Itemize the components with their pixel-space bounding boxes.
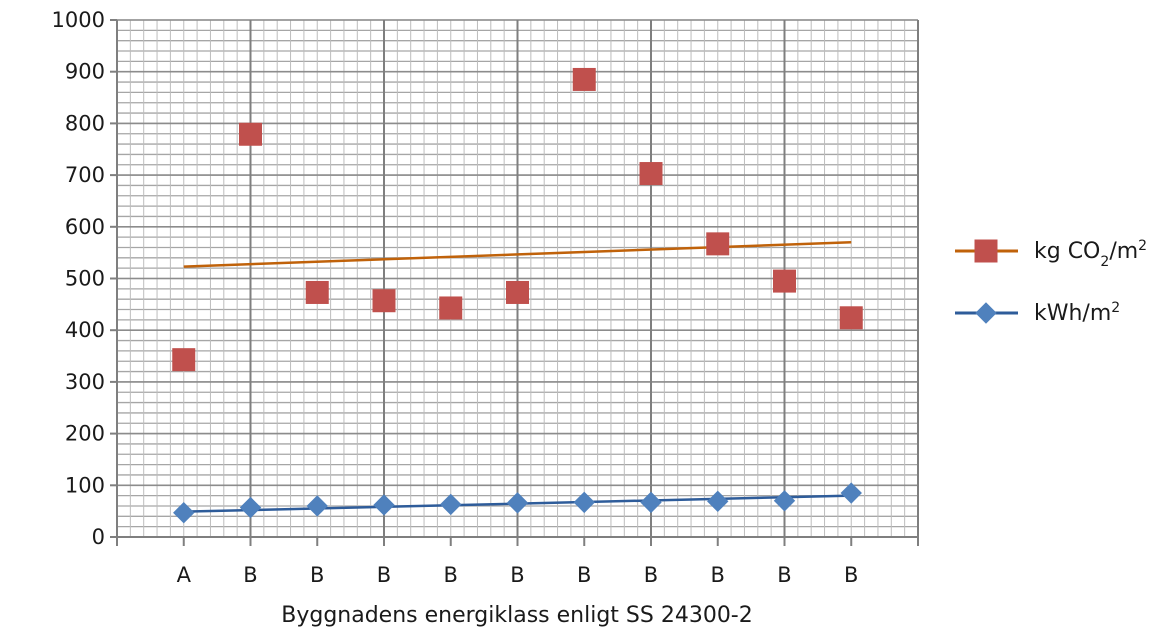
- data-point-square: [172, 348, 196, 372]
- x-tick-label: B: [644, 563, 658, 587]
- data-point-diamond: [306, 495, 328, 517]
- data-point-square: [572, 67, 596, 91]
- y-tick-label: 700: [65, 163, 105, 187]
- x-tick-label: B: [777, 563, 791, 587]
- data-point-square: [706, 232, 730, 256]
- y-tick-label: 0: [92, 525, 105, 549]
- data-point-diamond: [707, 490, 729, 513]
- data-point-square: [773, 269, 796, 293]
- data-points: [172, 67, 863, 524]
- data-point-diamond: [506, 492, 529, 514]
- y-tick-label: 300: [65, 370, 105, 394]
- x-tick-label: B: [444, 563, 458, 587]
- data-point-diamond: [373, 494, 395, 516]
- data-point-diamond: [640, 491, 662, 514]
- x-tick-label: B: [711, 563, 725, 587]
- x-tick-label: B: [310, 563, 324, 587]
- data-point-diamond: [975, 302, 997, 324]
- data-point-square: [372, 289, 396, 313]
- legend-label: kg CO2/m2: [1034, 238, 1147, 270]
- data-point-diamond: [173, 501, 195, 524]
- data-point-square: [839, 306, 863, 330]
- y-tick-label: 200: [65, 422, 105, 446]
- x-tick-label: A: [177, 563, 192, 587]
- x-tick-label: B: [577, 563, 591, 587]
- y-tick-label: 800: [65, 111, 105, 135]
- axes: [110, 19, 919, 546]
- y-tick-label: 900: [65, 60, 105, 84]
- data-point-diamond: [440, 493, 462, 516]
- data-point-diamond: [573, 491, 595, 514]
- data-point-diamond: [239, 496, 262, 519]
- data-point-diamond: [840, 482, 862, 504]
- data-point-square: [439, 296, 463, 320]
- y-tick-label: 600: [65, 215, 105, 239]
- y-tick-label: 500: [65, 267, 105, 291]
- legend: kg CO2/m2 kWh/m2: [955, 238, 1147, 326]
- legend-label: kWh/m2: [1034, 300, 1120, 326]
- x-tick-label: B: [377, 563, 391, 587]
- y-tick-label: 1000: [52, 8, 105, 32]
- data-point-diamond: [773, 490, 796, 512]
- x-tick-label: B: [510, 563, 524, 587]
- data-point-square: [974, 239, 998, 263]
- data-point-square: [639, 162, 663, 186]
- x-axis-title: Byggnadens energiklass enligt SS 24300-2: [281, 603, 753, 628]
- y-axis-tick-labels: 0 100 200 300 400 500 600 700 800 900 1000: [52, 8, 105, 549]
- data-point-square: [305, 280, 329, 304]
- y-tick-label: 100: [65, 473, 105, 497]
- data-point-square: [506, 280, 529, 304]
- y-tick-label: 400: [65, 318, 105, 342]
- data-point-square: [239, 122, 262, 146]
- x-tick-label: B: [243, 563, 257, 587]
- x-tick-label: B: [844, 563, 858, 587]
- trendline: [183, 241, 852, 268]
